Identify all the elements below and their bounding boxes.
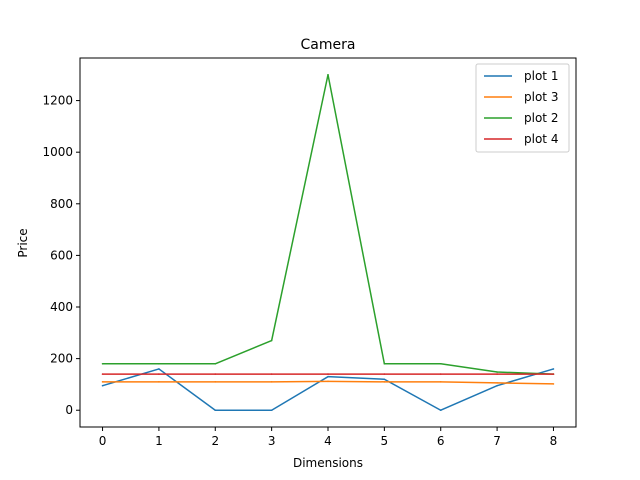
data-point bbox=[496, 373, 498, 375]
chart-title: Camera bbox=[301, 37, 356, 53]
x-axis-label: Dimensions bbox=[293, 456, 363, 470]
y-axis: 0 200 400 600 800 1000 1200 bbox=[42, 94, 80, 417]
x-tick-label: 4 bbox=[324, 434, 332, 448]
data-point bbox=[158, 362, 160, 365]
legend: plot 1 plot 3 plot 2 plot 4 bbox=[475, 63, 570, 153]
data-point bbox=[552, 373, 555, 375]
plot-area bbox=[101, 73, 555, 412]
data-point bbox=[439, 373, 442, 375]
data-point bbox=[101, 381, 104, 383]
data-point bbox=[214, 409, 217, 412]
y-tick-label: 600 bbox=[50, 248, 73, 262]
data-point bbox=[214, 362, 217, 365]
legend-label: plot 3 bbox=[524, 90, 558, 104]
data-point bbox=[270, 381, 273, 383]
data-point bbox=[496, 384, 498, 387]
data-point bbox=[270, 409, 273, 412]
data-point bbox=[101, 373, 104, 375]
x-tick-label: 2 bbox=[211, 434, 219, 448]
series-line-plot-1 bbox=[102, 368, 554, 411]
x-axis: 0 1 2 3 4 5 6 7 8 bbox=[99, 427, 558, 448]
legend-box bbox=[475, 63, 570, 153]
data-point bbox=[327, 73, 329, 76]
data-point bbox=[552, 368, 555, 370]
data-point bbox=[383, 373, 386, 375]
data-point bbox=[270, 339, 273, 342]
x-tick-label: 8 bbox=[550, 434, 558, 448]
y-tick-label: 0 bbox=[65, 403, 73, 417]
x-tick-label: 3 bbox=[268, 434, 276, 448]
y-tick-label: 200 bbox=[50, 352, 73, 366]
data-point bbox=[383, 362, 386, 365]
y-tick-label: 1200 bbox=[42, 94, 73, 108]
data-point bbox=[439, 381, 442, 383]
data-point bbox=[327, 375, 329, 378]
data-point bbox=[158, 381, 160, 383]
x-tick-label: 1 bbox=[155, 434, 163, 448]
data-point bbox=[496, 371, 498, 373]
data-point bbox=[552, 383, 555, 385]
data-point bbox=[214, 373, 217, 375]
y-tick-label: 1000 bbox=[42, 145, 73, 159]
y-tick-label: 800 bbox=[50, 197, 73, 211]
data-point bbox=[158, 368, 160, 370]
data-point bbox=[327, 380, 329, 383]
data-point bbox=[439, 362, 442, 365]
data-point bbox=[383, 378, 386, 381]
legend-label: plot 4 bbox=[524, 132, 558, 146]
data-point bbox=[101, 384, 104, 387]
data-point bbox=[214, 381, 217, 383]
data-point bbox=[327, 373, 329, 375]
legend-label: plot 2 bbox=[524, 111, 558, 125]
x-tick-label: 5 bbox=[381, 434, 389, 448]
data-point bbox=[496, 382, 498, 384]
x-tick-label: 0 bbox=[99, 434, 107, 448]
x-tick-label: 7 bbox=[493, 434, 501, 448]
data-point bbox=[270, 373, 273, 375]
data-point bbox=[439, 409, 442, 412]
data-point bbox=[383, 381, 386, 383]
y-tick-label: 400 bbox=[50, 300, 73, 314]
data-point bbox=[101, 362, 104, 365]
y-axis-label: Price bbox=[16, 228, 30, 257]
legend-label: plot 1 bbox=[524, 69, 558, 83]
data-point bbox=[158, 373, 160, 375]
x-tick-label: 6 bbox=[437, 434, 445, 448]
